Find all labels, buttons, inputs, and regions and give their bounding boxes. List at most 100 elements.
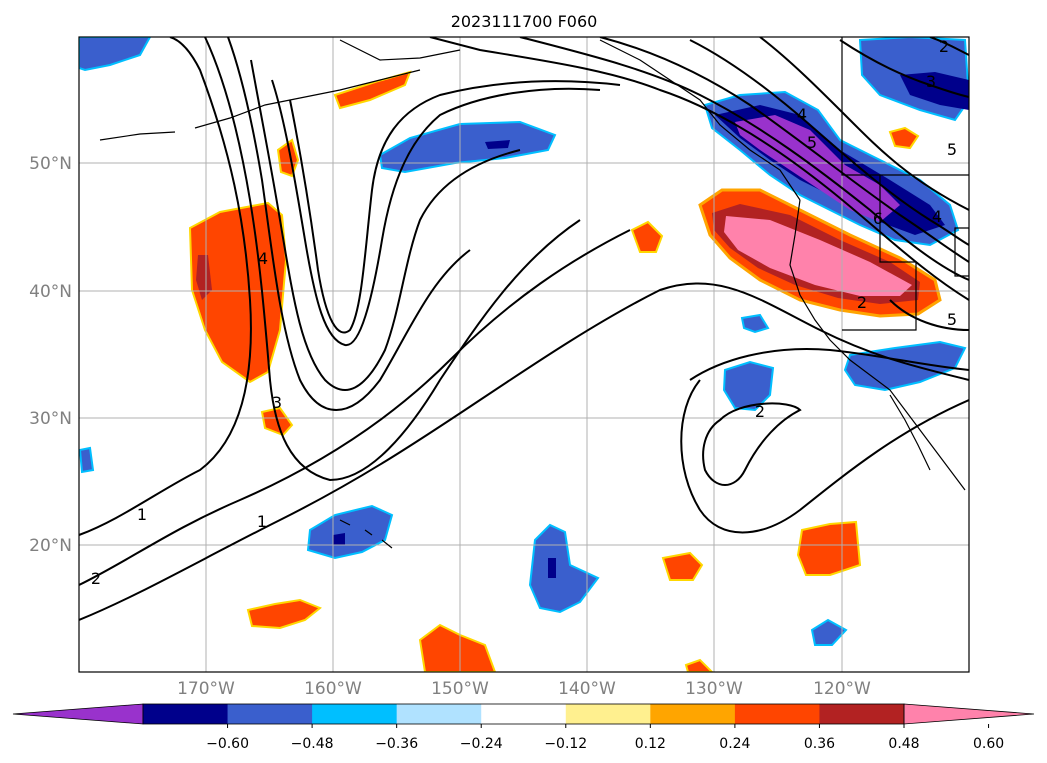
- colorbar-outline: [142, 703, 905, 725]
- positive-anomaly-region: [418, 623, 497, 672]
- negative-anomaly-region: [810, 618, 848, 646]
- negative-anomaly-region: [722, 360, 775, 412]
- negative-anomaly-region: [740, 313, 770, 334]
- contour-line: [79, 37, 252, 536]
- contour-label: 1: [257, 512, 267, 531]
- positive-anomaly-region: [246, 598, 322, 630]
- colorbar-segment: [819, 704, 905, 724]
- coastlines: [99, 37, 969, 549]
- positive-anomaly-region: [684, 658, 714, 672]
- colorbar-segments: [12, 703, 1035, 725]
- positive-anomaly-region: [333, 70, 412, 110]
- colorbar-tick-label: 0.24: [719, 736, 750, 752]
- lon-label: 140°W: [558, 679, 616, 699]
- contour-line: [599, 37, 969, 263]
- negative-anomaly-core: [333, 533, 345, 545]
- contour-line: [929, 37, 969, 56]
- negative-anomaly-core: [485, 140, 510, 149]
- contour-line: [839, 39, 969, 98]
- colorbar-segment: [650, 704, 736, 724]
- colorbar-segment: [734, 704, 820, 724]
- negative-anomaly-region: [528, 523, 600, 614]
- contour-label: 4: [797, 105, 807, 124]
- colorbar-segment: [227, 704, 313, 724]
- positive-anomaly-region: [661, 551, 704, 581]
- contour-label: 5: [807, 133, 817, 152]
- lat-label: 30°N: [29, 409, 72, 429]
- negative-anomaly-region: [79, 37, 152, 72]
- colorbar-tick-label: −0.48: [291, 736, 334, 752]
- contour-line: [889, 299, 969, 331]
- colorbar-ticks: −0.60 −0.48 −0.36 −0.24 −0.12 0.12 0.24 0.36 0.4…: [206, 724, 1004, 752]
- positive-anomaly-extreme: [724, 216, 912, 296]
- positive-anomaly-region: [630, 220, 664, 253]
- contour-lines: [79, 37, 969, 621]
- graticule: [79, 37, 969, 672]
- contour-label: 2: [91, 569, 101, 588]
- lon-label: 170°W: [177, 679, 235, 699]
- latitude-labels: 50°N 40°N 30°N 20°N: [29, 154, 72, 556]
- colorbar-extend-min: [12, 703, 144, 725]
- colorbar-tick-label: 0.36: [804, 736, 835, 752]
- lon-label: 130°W: [685, 679, 743, 699]
- north-america-coast: [789, 199, 966, 491]
- colorbar-segment: [396, 704, 482, 724]
- positive-anomaly-region: [888, 126, 920, 150]
- contour-line: [271, 79, 601, 347]
- colorbar-tick-label: −0.60: [206, 736, 249, 752]
- baja-peninsula: [889, 394, 931, 471]
- colorbar-tick-label: −0.12: [544, 736, 587, 752]
- contour-label: 2: [755, 402, 765, 421]
- contour-line: [680, 348, 969, 534]
- contour-line: [79, 282, 969, 621]
- lon-label: 160°W: [304, 679, 362, 699]
- contour-label: 2: [939, 37, 949, 56]
- colorbar: −0.60 −0.48 −0.36 −0.24 −0.12 0.12 0.24 0.36 0.4…: [12, 703, 1035, 752]
- colorbar-tick-label: −0.24: [460, 736, 503, 752]
- contour-label: 5: [947, 140, 957, 159]
- colorbar-tick-label: 0.12: [635, 736, 666, 752]
- lon-label: 150°W: [431, 679, 489, 699]
- positive-anomaly-region: [796, 520, 862, 576]
- lat-label: 40°N: [29, 282, 72, 302]
- negative-anomaly-region: [378, 120, 557, 174]
- contour-line: [689, 39, 969, 246]
- lon-label: 120°W: [813, 679, 871, 699]
- contour-line: [759, 37, 969, 211]
- contour-label: 2: [857, 293, 867, 312]
- positive-anomaly-core: [196, 255, 212, 300]
- contour-line: [289, 80, 621, 334]
- negative-anomaly-region: [79, 446, 95, 474]
- contour-line: [702, 402, 802, 486]
- colorbar-segment: [312, 704, 398, 724]
- contour-line: [250, 59, 521, 391]
- figure-title: 2023111700 F060: [451, 12, 598, 31]
- map-panel: 1 1 2 2 3 4 3 4 5 6 5 5 2 4 2 50°N 40°N …: [29, 36, 970, 699]
- contour-line: [519, 37, 969, 281]
- contour-label-group: 1 1 2 2 3 4 3 4 5 6 5 5 2 4 2: [91, 37, 957, 588]
- colorbar-segment: [481, 704, 567, 724]
- colorbar-segment: [143, 704, 229, 724]
- contour-label: 3: [272, 393, 282, 412]
- hawaii-islands: [339, 519, 393, 549]
- negative-anomaly-core: [548, 558, 556, 578]
- contour-line: [429, 37, 969, 301]
- positive-anomaly-region: [188, 201, 288, 384]
- colorbar-extend-max: [903, 703, 1035, 725]
- contour-label: 4: [258, 249, 268, 268]
- colorbar-tick-label: 0.60: [973, 736, 1004, 752]
- contour-line: [227, 37, 471, 411]
- alaska-coast: [339, 39, 801, 201]
- contour-label: 5: [947, 310, 957, 329]
- contour-label: 4: [932, 207, 942, 226]
- colorbar-tick-label: −0.36: [375, 736, 418, 752]
- lat-label: 50°N: [29, 154, 72, 174]
- lat-label: 20°N: [29, 536, 72, 556]
- map-frame: [78, 36, 970, 673]
- contour-line: [204, 37, 581, 482]
- contour-label: 3: [926, 72, 936, 91]
- contour-line: [79, 229, 631, 586]
- contour-label: 6: [873, 209, 883, 228]
- aleutian-islands: [99, 69, 421, 141]
